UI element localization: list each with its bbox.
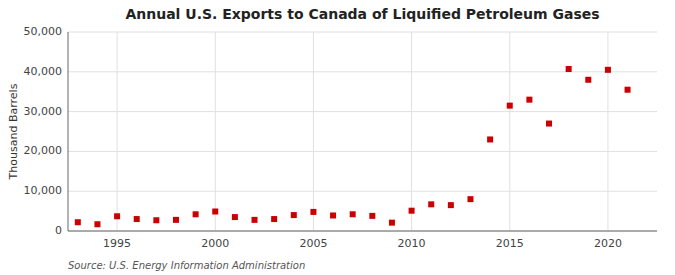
point bbox=[566, 66, 572, 72]
y-axis-line bbox=[68, 32, 69, 231]
point bbox=[369, 213, 375, 219]
grid-line bbox=[117, 32, 118, 231]
grid-line bbox=[313, 32, 314, 231]
grid-line bbox=[509, 32, 510, 231]
point bbox=[467, 196, 473, 202]
tick-label: 40,000 bbox=[24, 65, 63, 78]
point bbox=[252, 217, 258, 223]
tick-label: 2015 bbox=[496, 237, 524, 250]
point bbox=[350, 211, 356, 217]
tick-label: 0 bbox=[55, 224, 62, 237]
point bbox=[212, 208, 218, 214]
point bbox=[487, 136, 493, 142]
tick-label: 2000 bbox=[201, 237, 229, 250]
grid-line bbox=[68, 231, 657, 232]
point bbox=[153, 217, 159, 223]
point bbox=[428, 201, 434, 207]
tick-label: 30,000 bbox=[24, 105, 63, 118]
point bbox=[330, 212, 336, 218]
point bbox=[291, 212, 297, 218]
grid-line bbox=[68, 191, 657, 192]
grid-line bbox=[411, 32, 412, 231]
point bbox=[605, 67, 611, 73]
grid-line bbox=[68, 111, 657, 112]
point bbox=[409, 208, 415, 214]
source: Source: U.S. Energy Information Administ… bbox=[68, 260, 305, 271]
tick-label: 2010 bbox=[398, 237, 426, 250]
point bbox=[526, 97, 532, 103]
point bbox=[625, 87, 631, 93]
grid-line bbox=[607, 32, 608, 231]
point bbox=[310, 209, 316, 215]
points bbox=[75, 66, 631, 227]
point bbox=[94, 221, 100, 227]
grid-line bbox=[215, 32, 216, 231]
point bbox=[507, 103, 513, 109]
title: Annual U.S. Exports to Canada of Liquifi… bbox=[125, 6, 599, 22]
point bbox=[134, 216, 140, 222]
tick-label: 1995 bbox=[103, 237, 131, 250]
point bbox=[448, 202, 454, 208]
tick-label: 2020 bbox=[594, 237, 622, 250]
chart: 0 10,000 20,000 30,000 40,000 50,000 1995 2000 2… bbox=[0, 0, 675, 275]
point bbox=[389, 220, 395, 226]
point bbox=[546, 121, 552, 127]
point bbox=[585, 77, 591, 83]
tick-label: 10,000 bbox=[24, 184, 63, 197]
y-axis-label: Thousand Barrels bbox=[7, 83, 20, 180]
x-axis-line bbox=[68, 231, 657, 232]
grid-line bbox=[68, 151, 657, 152]
tick-label: 50,000 bbox=[24, 25, 63, 38]
grid-line bbox=[68, 32, 657, 33]
point bbox=[114, 213, 120, 219]
point bbox=[232, 214, 238, 220]
axes: 0 10,000 20,000 30,000 40,000 50,000 1995 2000 2… bbox=[24, 25, 658, 250]
point bbox=[75, 219, 81, 225]
grid bbox=[68, 32, 657, 231]
tick-label: 2005 bbox=[299, 237, 327, 250]
point bbox=[193, 211, 199, 217]
point bbox=[173, 217, 179, 223]
tick-label: 20,000 bbox=[24, 144, 63, 157]
point bbox=[271, 216, 277, 222]
